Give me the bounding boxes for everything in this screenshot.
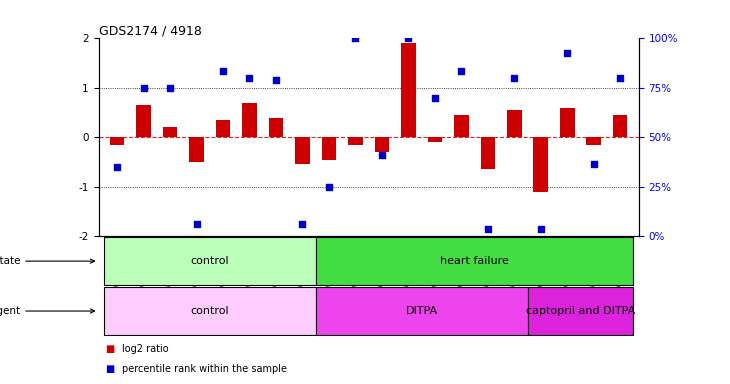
Bar xyxy=(110,137,124,145)
Point xyxy=(270,77,282,83)
Text: control: control xyxy=(191,306,229,316)
Point xyxy=(535,226,547,232)
Bar xyxy=(613,115,628,137)
Bar xyxy=(137,105,151,137)
Text: DITPA: DITPA xyxy=(406,306,438,316)
Point xyxy=(561,50,573,56)
Bar xyxy=(480,137,495,169)
Point xyxy=(191,221,202,227)
Point xyxy=(376,152,388,158)
Point xyxy=(350,35,361,41)
Point xyxy=(509,75,520,81)
Point xyxy=(588,161,599,167)
Text: GDS2174 / 4918: GDS2174 / 4918 xyxy=(99,24,201,37)
Text: disease state: disease state xyxy=(0,256,94,266)
Point xyxy=(456,68,467,74)
Point xyxy=(323,184,335,190)
Bar xyxy=(586,137,601,145)
Bar xyxy=(104,287,315,335)
Bar xyxy=(322,137,337,159)
Point xyxy=(296,221,308,227)
Bar xyxy=(348,137,363,145)
Bar xyxy=(315,287,528,335)
Bar xyxy=(428,137,442,142)
Bar xyxy=(242,103,257,137)
Bar xyxy=(163,127,177,137)
Point xyxy=(615,75,626,81)
Bar xyxy=(269,118,283,137)
Bar xyxy=(104,237,315,285)
Text: ■: ■ xyxy=(106,344,118,354)
Bar xyxy=(560,108,575,137)
Point xyxy=(111,164,123,170)
Bar xyxy=(216,120,230,137)
Bar xyxy=(454,115,469,137)
Bar xyxy=(507,110,521,137)
Point xyxy=(217,68,228,74)
Bar xyxy=(534,137,548,192)
Point xyxy=(402,35,414,41)
Text: agent: agent xyxy=(0,306,94,316)
Text: ■: ■ xyxy=(106,364,118,374)
Text: percentile rank within the sample: percentile rank within the sample xyxy=(122,364,287,374)
Point xyxy=(429,94,441,101)
Bar xyxy=(374,137,389,152)
Text: captopril and DITPA: captopril and DITPA xyxy=(526,306,635,316)
Bar xyxy=(189,137,204,162)
Bar xyxy=(295,137,310,164)
Point xyxy=(138,85,150,91)
Point xyxy=(164,85,176,91)
Bar xyxy=(315,237,634,285)
Text: heart failure: heart failure xyxy=(440,256,509,266)
Point xyxy=(482,226,493,232)
Point xyxy=(244,75,256,81)
Text: control: control xyxy=(191,256,229,266)
Bar xyxy=(401,43,415,137)
Text: log2 ratio: log2 ratio xyxy=(122,344,169,354)
Bar xyxy=(528,287,634,335)
